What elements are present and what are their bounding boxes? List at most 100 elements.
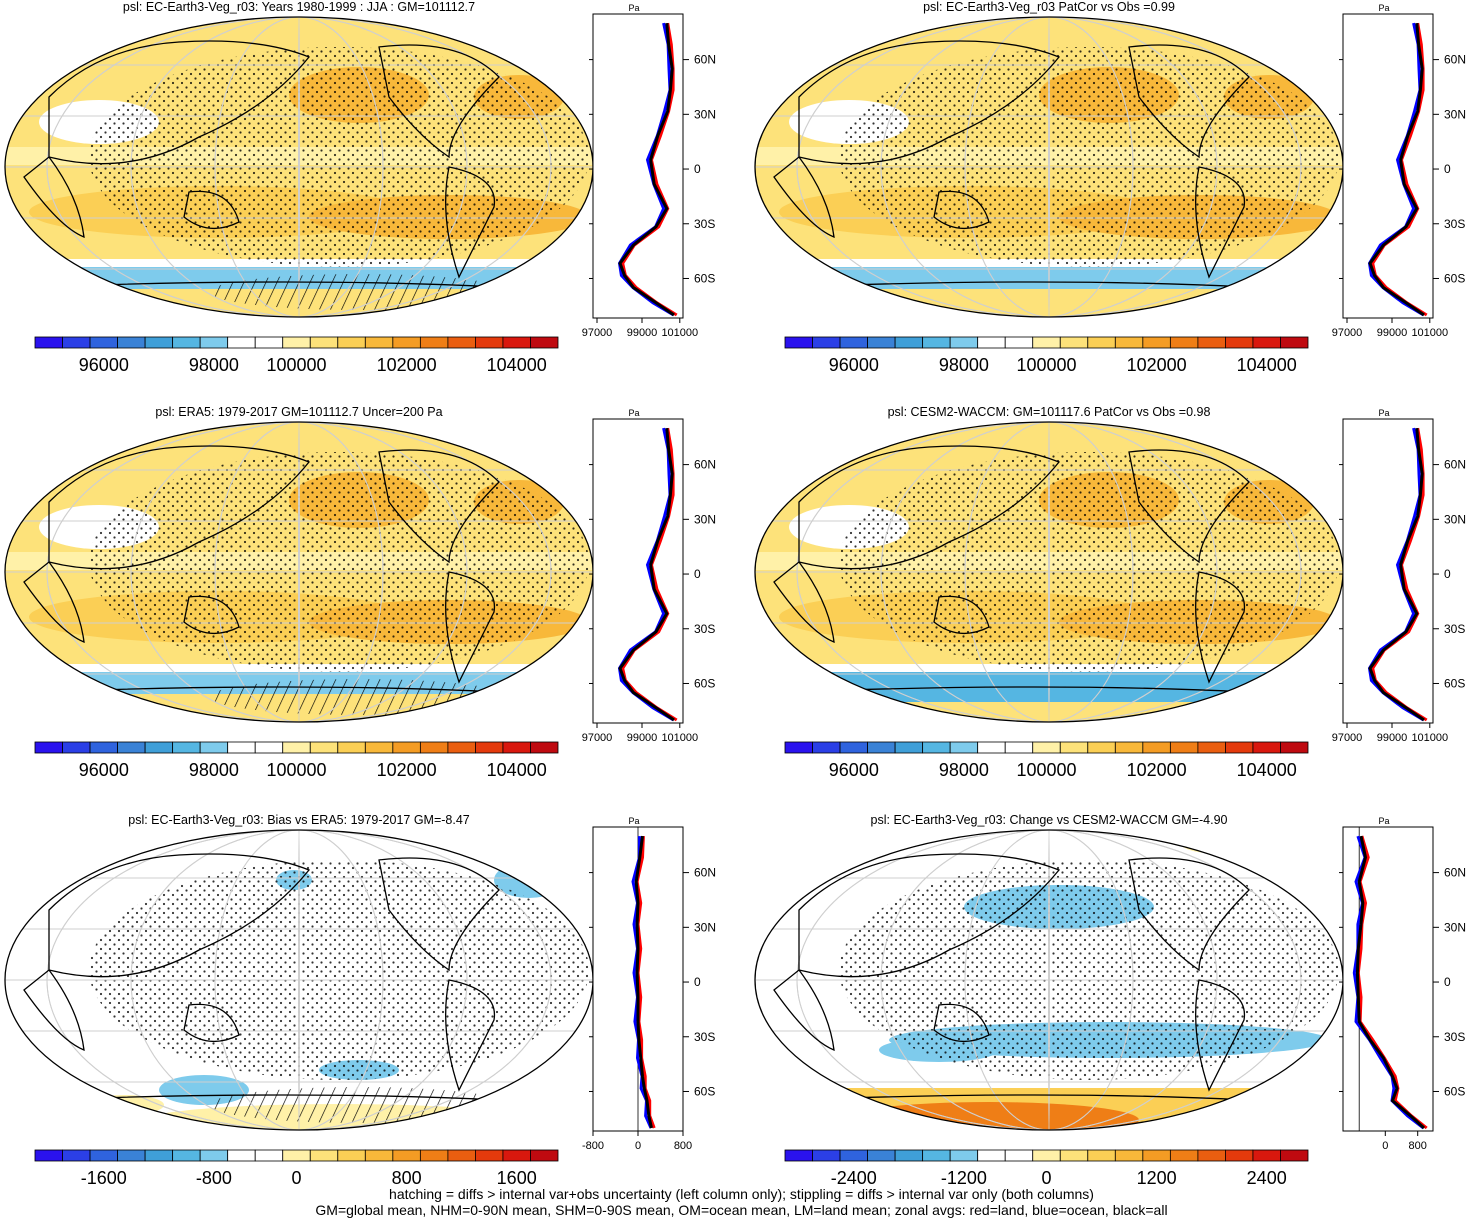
- colorbar-box: [1032, 336, 1061, 349]
- colorbar-box: [419, 741, 449, 754]
- stippling: [89, 47, 589, 267]
- colorbar-box: [475, 1149, 504, 1162]
- colorbar-box: [34, 741, 63, 754]
- colorbar-box: [227, 741, 256, 754]
- x-tick-label: 101000: [1411, 732, 1448, 744]
- colorbar-box: [364, 336, 394, 349]
- colorbar-box: [89, 336, 118, 349]
- colorbar-tick-label: 98000: [939, 355, 989, 375]
- coastline-4: [1195, 571, 1246, 684]
- colorbar-box: [172, 336, 201, 349]
- lat-tick-label: 30S: [694, 1030, 715, 1044]
- colorbar-box: [894, 741, 924, 754]
- colorbar-box: [977, 336, 1006, 349]
- colorbar-box: [89, 1149, 118, 1162]
- colorbar-box: [392, 1149, 421, 1162]
- colorbar-box: [1197, 336, 1226, 349]
- coastline-3: [378, 449, 500, 564]
- colorbar-box: [1059, 741, 1089, 754]
- lat-tick-label: 60N: [1444, 458, 1466, 472]
- graticule-lon: [796, 17, 1302, 317]
- panel-title: psl: EC-Earth3-Veg_r03: Bias vs ERA5: 19…: [128, 813, 470, 827]
- colorbar-box: [1280, 336, 1309, 349]
- colorbar-tick-label: 98000: [189, 760, 239, 780]
- colorbar-box: [337, 336, 366, 349]
- graticule-lon: [1048, 422, 1050, 722]
- graticule-lon: [964, 830, 1134, 1130]
- x-tick-label: 101000: [661, 732, 698, 744]
- map-field: [755, 422, 1343, 722]
- coastline-2: [183, 595, 240, 634]
- colorbar-box: [419, 336, 449, 349]
- graticule-lon: [46, 422, 552, 722]
- coastline-0: [48, 445, 311, 570]
- colorbar-tick-label: 800: [392, 1168, 422, 1188]
- coastline-0: [798, 853, 1061, 978]
- graticule-lon: [130, 830, 468, 1130]
- lat-tick-label: 0: [1444, 162, 1451, 176]
- stippling: [839, 452, 1339, 672]
- lat-tick-label: 60N: [694, 458, 716, 472]
- lat-tick-label: 60N: [694, 53, 716, 67]
- panel-p1: psl: EC-Earth3-Veg_r03: Years 1980-1999 …: [4, 0, 716, 375]
- x-tick-label: 97000: [1332, 327, 1363, 339]
- profile-all-black: [618, 22, 675, 317]
- colorbar-tick-label: -800: [196, 1168, 232, 1188]
- coastline-1: [23, 561, 85, 644]
- stippling: [839, 47, 1339, 267]
- profile-unit: Pa: [1378, 816, 1389, 826]
- graticule-lon: [1048, 830, 1050, 1130]
- panel-p4: psl: CESM2-WACCM: GM=101117.6 PatCor vs …: [754, 405, 1466, 780]
- colorbar-box: [1004, 741, 1034, 754]
- colorbar-box: [1197, 1149, 1226, 1162]
- colorbar-box: [447, 1149, 476, 1162]
- graticule-lon: [880, 830, 1218, 1130]
- graticule-lon: [880, 17, 1218, 317]
- colorbar-box: [364, 741, 394, 754]
- lat-tick-label: 30N: [1444, 107, 1466, 121]
- coastline-4: [445, 979, 496, 1092]
- lat-tick-label: 60S: [694, 271, 715, 285]
- profile-unit: Pa: [628, 3, 639, 13]
- colorbar-box: [282, 741, 311, 754]
- colorbar-box: [1087, 336, 1116, 349]
- colorbar-tick-label: 104000: [1237, 355, 1297, 375]
- graticule-lon: [796, 422, 1302, 722]
- colorbar-box: [784, 336, 813, 349]
- colorbar-box: [839, 336, 868, 349]
- colorbar-box: [1114, 1149, 1144, 1162]
- graticule-lon: [130, 422, 468, 722]
- colorbar-box: [867, 1149, 896, 1162]
- colorbar-box: [1252, 1149, 1281, 1162]
- colorbar-tick-label: 98000: [189, 355, 239, 375]
- colorbar-box: [1252, 336, 1281, 349]
- stippling: [839, 860, 1339, 1080]
- x-tick-label: 0: [1382, 1140, 1388, 1152]
- colorbar-box: [784, 1149, 813, 1162]
- colorbar-box: [117, 336, 146, 349]
- panel-title: psl: ERA5: 1979-2017 GM=101112.7 Uncer=2…: [155, 405, 442, 419]
- colorbar-box: [502, 1149, 531, 1162]
- colorbar-box: [1142, 336, 1171, 349]
- lat-tick-label: 0: [1444, 567, 1451, 581]
- colorbar-box: [1225, 741, 1254, 754]
- lat-tick-label: 60S: [1444, 271, 1465, 285]
- colorbar-box: [62, 1149, 91, 1162]
- profile-all-black: [1368, 22, 1425, 317]
- colorbar-box: [977, 1149, 1006, 1162]
- lat-tick-label: 60S: [694, 1084, 715, 1098]
- stippling: [89, 452, 589, 672]
- panel-title: psl: EC-Earth3-Veg_r03: Change vs CESM2-…: [871, 813, 1228, 827]
- lat-tick-label: 30N: [1444, 512, 1466, 526]
- colorbar-box: [282, 336, 311, 349]
- graticule-lon: [46, 17, 552, 317]
- graticule-lon: [298, 17, 300, 317]
- footer-line-1: hatching = diffs > internal var+obs unce…: [389, 1186, 1094, 1202]
- x-tick-label: 97000: [582, 327, 613, 339]
- colorbar-box: [1169, 1149, 1199, 1162]
- colorbar-box: [867, 336, 896, 349]
- colorbar-box: [144, 741, 174, 754]
- lat-tick-label: 60S: [1444, 676, 1465, 690]
- graticule-lon: [298, 830, 300, 1130]
- colorbar-box: [812, 1149, 841, 1162]
